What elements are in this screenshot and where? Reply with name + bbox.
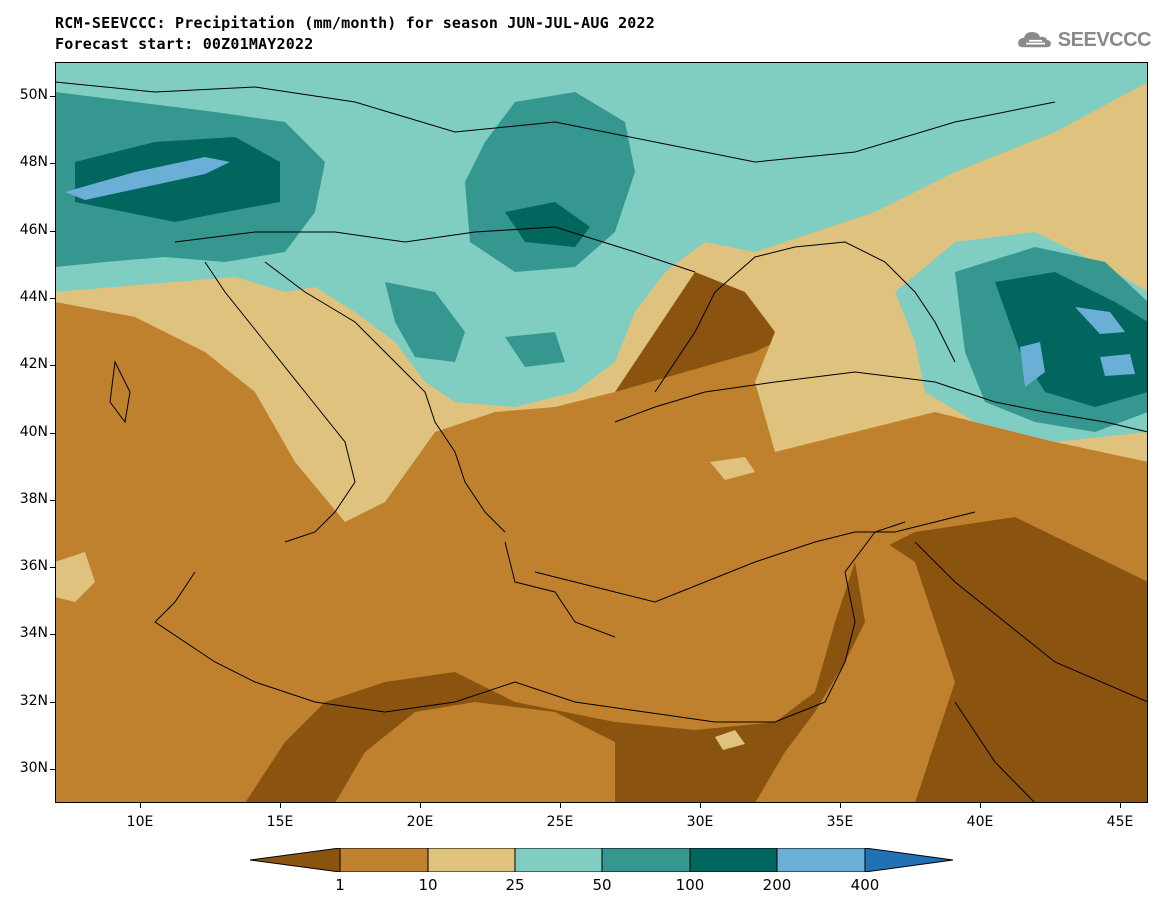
precipitation-map [55,62,1148,803]
colorbar-swatch-10-25 [427,847,516,873]
lon-label-20e: 20E [406,814,434,830]
lat-tick [50,702,55,703]
lon-label-10e: 10E [126,814,154,830]
lat-tick [50,634,55,635]
lon-label-35e: 35E [826,814,854,830]
lat-tick [50,433,55,434]
lon-tick [560,803,561,808]
lat-label-40n: 40N [19,424,48,440]
lat-label-30n: 30N [19,760,48,776]
lat-tick [50,365,55,366]
lon-tick [840,803,841,808]
lat-label-50n: 50N [19,87,48,103]
lon-label-30e: 30E [686,814,714,830]
lat-tick [50,769,55,770]
lat-tick [50,231,55,232]
colorbar-label-50: 50 [592,876,612,894]
lat-label-32n: 32N [19,693,48,709]
lon-tick [980,803,981,808]
lon-tick [140,803,141,808]
colorbar [249,847,955,873]
lat-tick [50,500,55,501]
colorbar-swatch-100-200 [689,847,778,873]
forecast-start-label: Forecast start: 00Z01MAY2022 [55,35,314,53]
lat-tick [50,298,55,299]
lat-label-34n: 34N [19,625,48,641]
colorbar-label-1: 1 [335,876,345,894]
lon-tick [420,803,421,808]
lon-label-45e: 45E [1106,814,1134,830]
lon-tick [700,803,701,808]
lon-label-25e: 25E [546,814,574,830]
lat-tick [50,163,55,164]
lat-label-44n: 44N [19,289,48,305]
lon-label-40e: 40E [966,814,994,830]
lon-tick [280,803,281,808]
lat-label-46n: 46N [19,222,48,238]
precipitation-field [55,62,1148,803]
colorbar-label-100: 100 [675,876,705,894]
colorbar-swatch-25-50 [514,847,603,873]
seevccc-logo: SEEVCCC [1016,22,1152,58]
colorbar-label-10: 10 [418,876,438,894]
lat-label-48n: 48N [19,154,48,170]
logo-text: SEEVCCC [1057,28,1152,51]
lon-tick [1120,803,1121,808]
map-title: RCM-SEEVCCC: Precipitation (mm/month) fo… [55,14,655,32]
lat-tick [50,96,55,97]
lat-label-36n: 36N [19,558,48,574]
colorbar-swatch-1-10 [339,847,429,873]
colorbar-label-200: 200 [762,876,792,894]
colorbar-swatch-gt-400 [864,847,954,873]
colorbar-swatch-50-100 [601,847,691,873]
colorbar-label-400: 400 [850,876,880,894]
lat-tick [50,567,55,568]
colorbar-swatches [249,847,954,873]
colorbar-swatch-200-400 [776,847,866,873]
lat-label-42n: 42N [19,356,48,372]
colorbar-label-25: 25 [505,876,525,894]
lat-label-38n: 38N [19,491,48,507]
colorbar-swatch-lt-1 [249,847,341,873]
lon-label-15e: 15E [266,814,294,830]
cloud-icon [1018,32,1051,48]
